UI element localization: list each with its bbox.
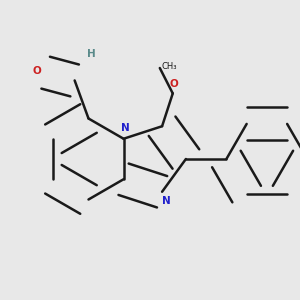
Text: N: N: [162, 196, 171, 206]
Text: H: H: [87, 50, 96, 59]
Text: N: N: [121, 123, 129, 133]
Text: O: O: [169, 79, 178, 89]
Text: CH₃: CH₃: [161, 62, 177, 71]
Text: O: O: [32, 67, 41, 76]
